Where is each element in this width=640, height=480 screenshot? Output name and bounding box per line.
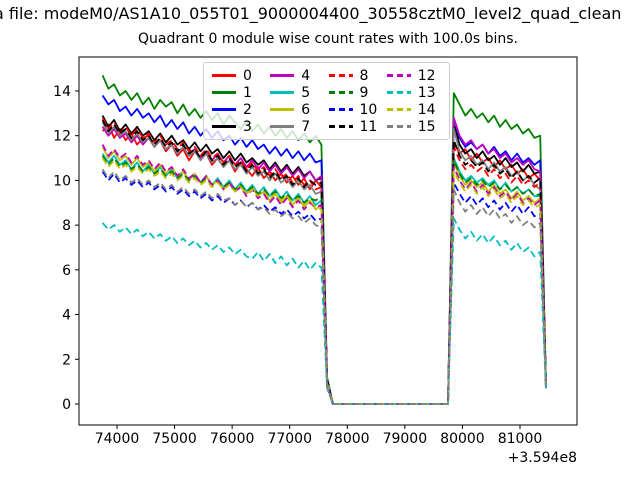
x-tick-label: 79000 (383, 431, 428, 447)
legend-label: 13 (417, 84, 436, 101)
legend-line-sample (386, 91, 411, 94)
legend-label: 15 (417, 118, 436, 135)
legend-entry-14: 14 (386, 101, 441, 118)
legend-entry-0: 0 (212, 67, 266, 84)
legend-label: 7 (301, 118, 311, 135)
legend-label: 5 (301, 84, 311, 101)
x-tick-label: 77000 (267, 431, 312, 447)
legend-line-sample (270, 74, 295, 77)
y-tick-label: 4 (62, 308, 71, 324)
x-tick-label: 81000 (498, 431, 543, 447)
legend-label: 4 (301, 67, 311, 84)
legend-label: 8 (359, 67, 369, 84)
x-tick-label: 74000 (95, 431, 140, 447)
legend-entry-4: 4 (270, 67, 324, 84)
legend-label: 11 (359, 118, 378, 135)
x-axis-offset-label: +3.594e8 (507, 450, 577, 466)
legend-entry-10: 10 (328, 101, 383, 118)
legend-entry-11: 11 (328, 118, 383, 135)
y-tick-label: 6 (62, 263, 71, 279)
legend-line-sample (212, 74, 236, 77)
legend-label: 9 (359, 84, 369, 101)
legend-line-sample (328, 74, 353, 77)
figure-title: a file: modeM0/AS1A10_055T01_9000004400_… (0, 4, 622, 23)
legend-label: 3 (243, 118, 252, 135)
legend-label: 6 (301, 101, 311, 118)
legend-label: 12 (417, 67, 436, 84)
axes-title: Quadrant 0 module wise count rates with … (138, 31, 518, 47)
x-tick-label: 78000 (325, 431, 370, 447)
legend-line-sample (270, 91, 295, 94)
legend-entry-7: 7 (270, 118, 324, 135)
legend-entry-2: 2 (212, 101, 266, 118)
legend-label: 10 (359, 101, 378, 118)
legend-entry-9: 9 (328, 84, 383, 101)
legend-entry-3: 3 (212, 118, 266, 135)
series-line-13 (101, 217, 547, 405)
legend-entry-12: 12 (386, 67, 441, 84)
legend-line-sample (328, 125, 353, 128)
y-tick-label: 2 (62, 352, 71, 368)
legend-entry-15: 15 (386, 118, 441, 135)
y-tick-label: 8 (62, 218, 71, 234)
legend-line-sample (386, 108, 411, 111)
legend-line-sample (386, 74, 411, 77)
legend-entry-8: 8 (328, 67, 383, 84)
y-tick-label: 10 (53, 173, 71, 189)
axes-frame (78, 56, 578, 426)
x-tick-label: 76000 (210, 431, 255, 447)
legend-entry-1: 1 (212, 84, 266, 101)
legend-label: 1 (243, 84, 252, 101)
legend-line-sample (328, 108, 353, 111)
legend-line-sample (328, 91, 353, 94)
legend-entry-5: 5 (270, 84, 324, 101)
legend-label: 14 (417, 101, 436, 118)
legend-line-sample (212, 108, 236, 111)
y-tick-label: 12 (53, 129, 71, 145)
y-tick-label: 14 (53, 84, 71, 100)
legend-label: 0 (243, 67, 252, 84)
x-tick-label: 80000 (440, 431, 485, 447)
legend-line-sample (212, 91, 236, 94)
legend: 0 1 2 3 4 5 6 7 8 9 10 11 12 13 14 15 (203, 62, 450, 140)
legend-line-sample (270, 125, 295, 128)
legend-line-sample (386, 125, 411, 128)
legend-entry-13: 13 (386, 84, 441, 101)
legend-entry-6: 6 (270, 101, 324, 118)
legend-line-sample (212, 125, 236, 128)
legend-line-sample (270, 108, 295, 111)
series-line-15 (101, 168, 547, 405)
legend-label: 2 (243, 101, 252, 118)
x-tick-label: 75000 (152, 431, 197, 447)
y-tick-label: 0 (62, 397, 71, 413)
